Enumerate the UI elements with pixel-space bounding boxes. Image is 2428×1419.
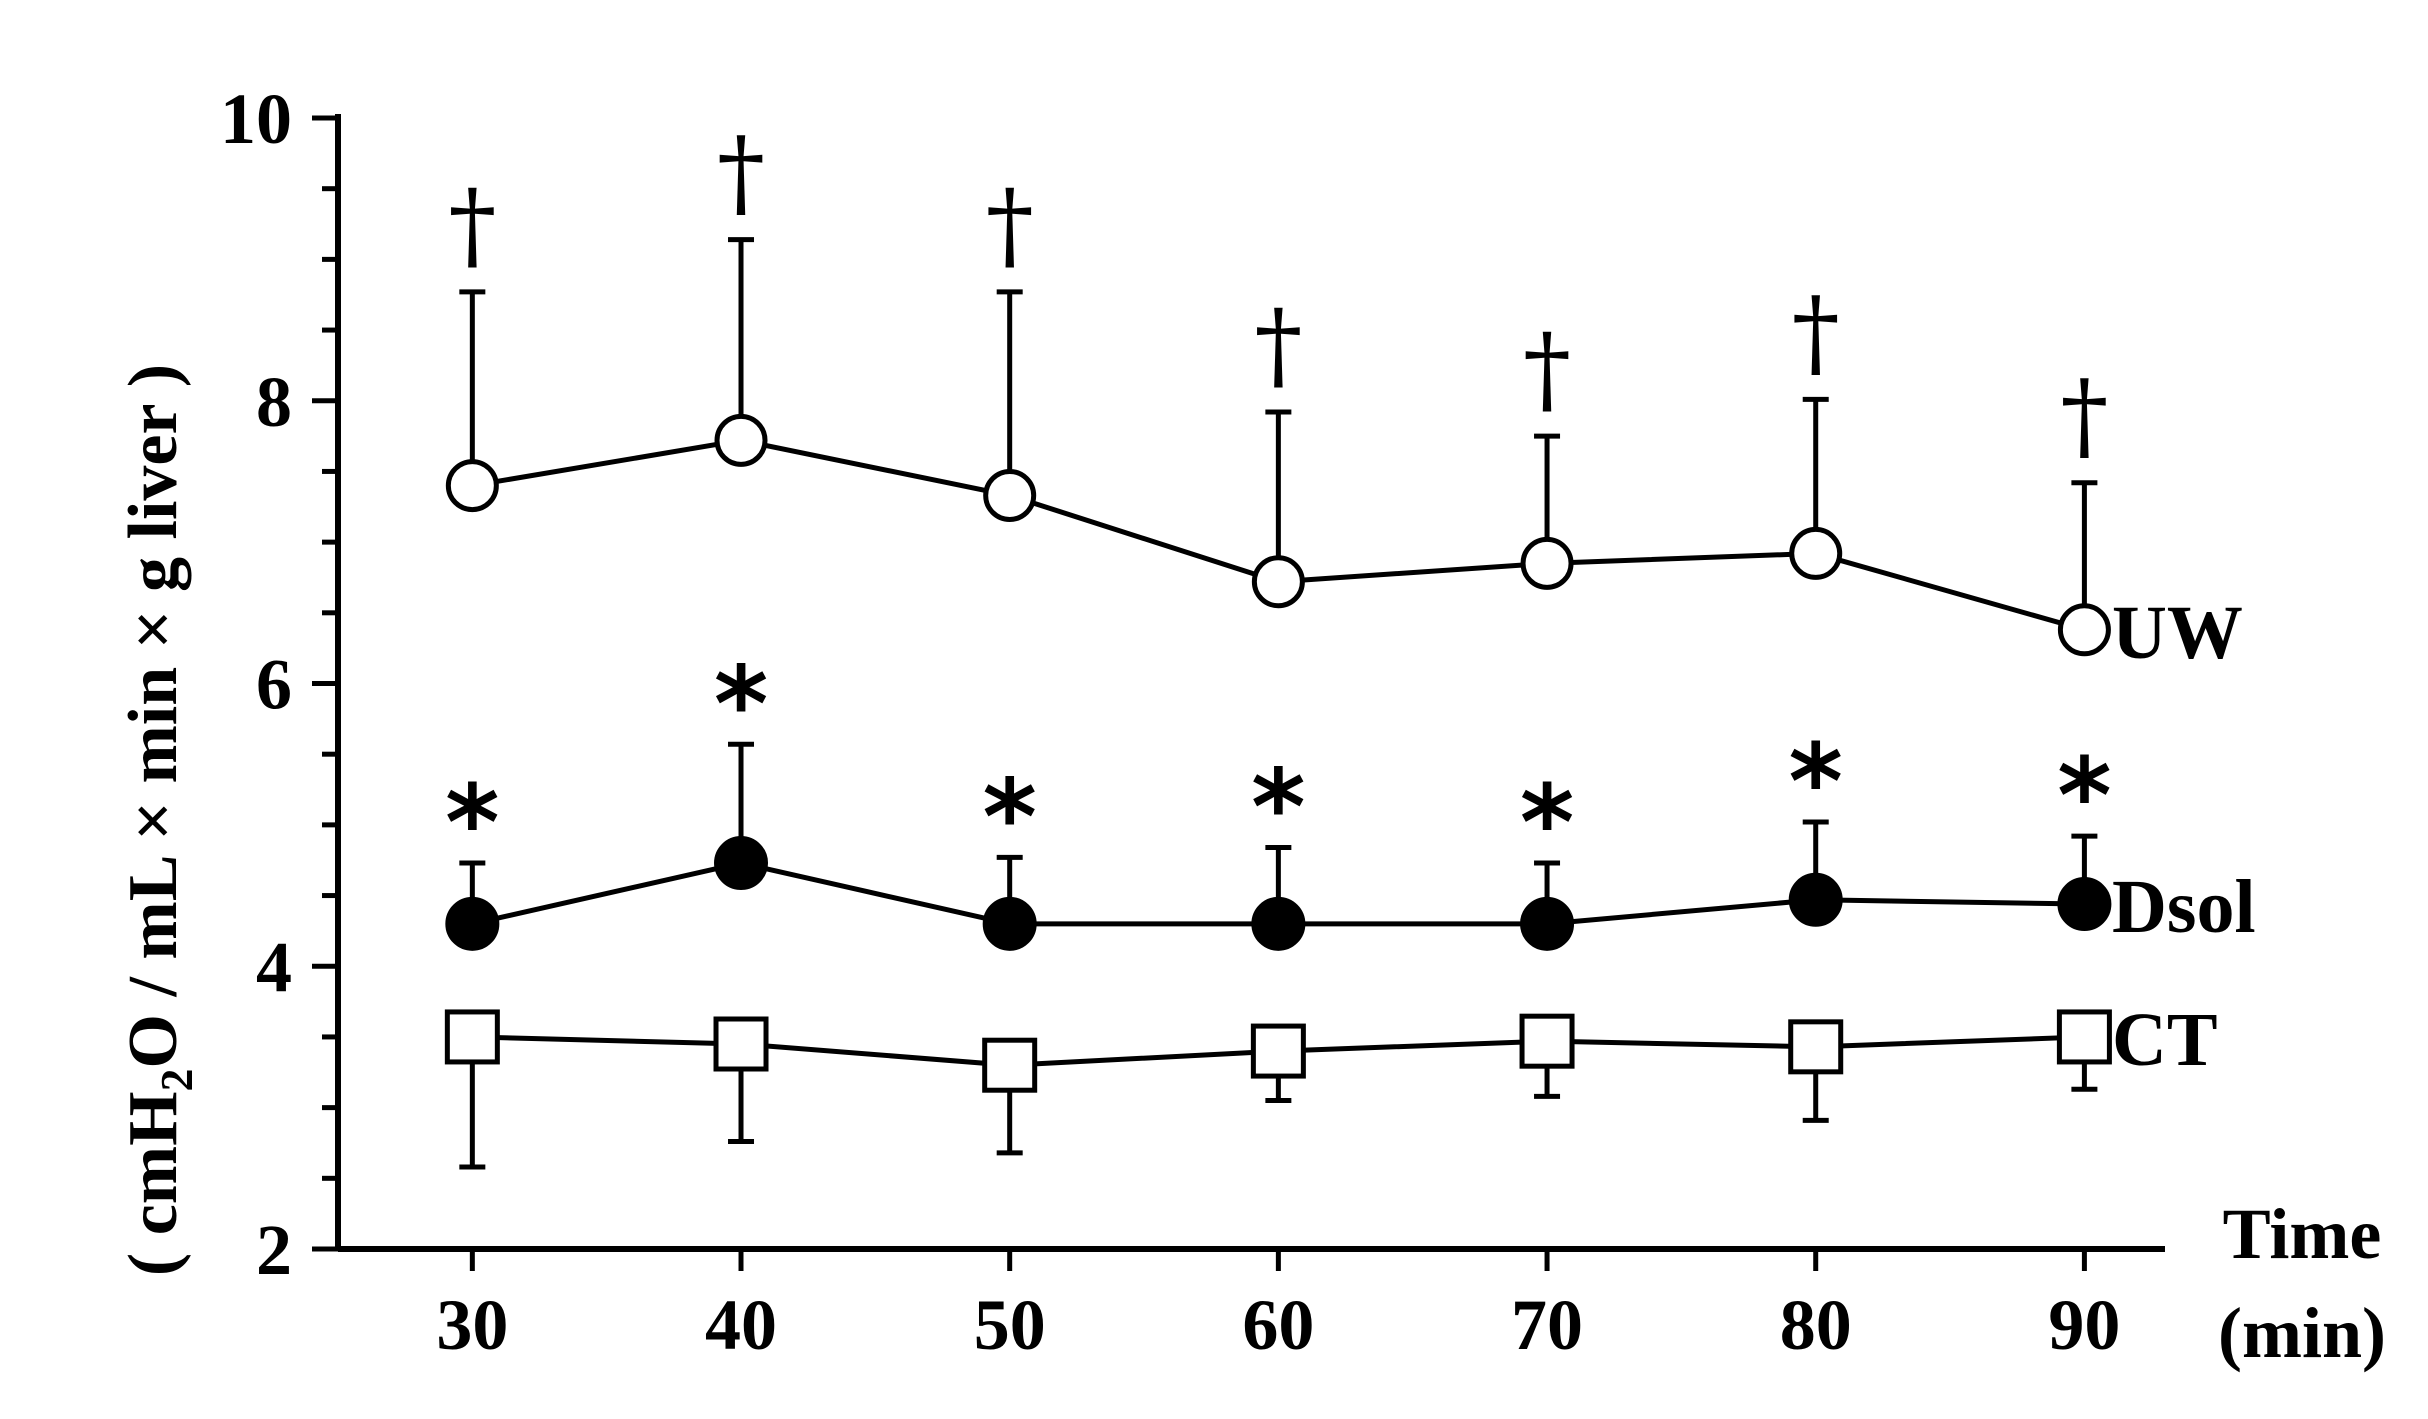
x-axis-title-line1: Time (2223, 1194, 2382, 1274)
data-point-dsol (445, 896, 500, 951)
ticks: 2 4 6 8 10 30 40 50 60 70 80 90 (220, 79, 2120, 1365)
data-point-uw (445, 459, 499, 513)
y-axis-title-rest: O / mL × min × g liver ) (115, 364, 192, 1069)
y-axis-title-open: ( cmH (115, 1091, 192, 1276)
data-point-dsol (1251, 896, 1306, 951)
data-point-uw (1789, 526, 1843, 580)
significance-star: * (982, 756, 1036, 878)
x-tick-label: 30 (436, 1285, 508, 1365)
significance-dagger: † (1523, 313, 1571, 425)
data-point-ct (713, 1016, 769, 1072)
series-ct: CT (444, 998, 2218, 1170)
data-point-dsol (982, 896, 1037, 951)
data-point-uw (1520, 536, 1574, 590)
significance-dagger: † (1792, 276, 1840, 388)
data-point-uw (1251, 555, 1305, 609)
data-point-ct (1250, 1023, 1306, 1079)
series-label-ct: CT (2112, 998, 2218, 1082)
data-point-dsol (714, 836, 769, 891)
y-tick-label: 10 (220, 79, 292, 159)
y-tick-label: 8 (256, 362, 292, 442)
data-point-ct (2056, 1009, 2112, 1065)
significance-dagger: † (1254, 289, 1302, 401)
data-point-ct (1788, 1019, 1844, 1075)
significance-star: * (714, 643, 768, 765)
y-axis-title-sub: 2 (151, 1068, 202, 1091)
series-label-dsol: Dsol (2112, 865, 2256, 949)
data-point-ct (982, 1037, 1038, 1093)
significance-dagger: † (448, 169, 496, 281)
y-tick-label: 2 (256, 1210, 292, 1290)
x-axis-title-line2: (min) (2218, 1293, 2386, 1373)
x-tick-label: 60 (1242, 1285, 1314, 1365)
significance-star: * (1520, 762, 1574, 884)
x-tick-label: 40 (705, 1285, 777, 1365)
series-uw: † † † † † † † UW (445, 117, 2243, 675)
x-tick-label: 90 (2048, 1285, 2120, 1365)
data-point-dsol (2057, 877, 2112, 932)
significance-dagger: † (2060, 360, 2108, 472)
data-point-dsol (1788, 872, 1843, 927)
y-tick-label: 6 (256, 645, 292, 725)
significance-star: * (2057, 735, 2111, 857)
data-point-uw (2057, 603, 2111, 657)
data-point-ct (444, 1009, 500, 1065)
data-point-ct (1519, 1013, 1575, 1069)
series-label-uw: UW (2112, 591, 2243, 675)
data-point-dsol (1520, 896, 1575, 951)
significance-dagger: † (717, 117, 765, 229)
significance-star: * (1251, 746, 1305, 868)
x-tick-label: 70 (1511, 1285, 1583, 1365)
x-tick-label: 50 (974, 1285, 1046, 1365)
significance-dagger: † (986, 169, 1034, 281)
significance-star: * (1789, 721, 1843, 843)
data-point-uw (714, 413, 768, 467)
data-point-uw (983, 468, 1037, 522)
y-axis-title: ( cmH2O / mL × min × g liver ) (115, 364, 202, 1276)
significance-star: * (445, 762, 499, 884)
y-tick-label: 4 (256, 927, 292, 1007)
axes (335, 114, 2165, 1252)
series-dsol: *** * * * *Dsol (445, 643, 2256, 951)
x-tick-label: 80 (1780, 1285, 1852, 1365)
